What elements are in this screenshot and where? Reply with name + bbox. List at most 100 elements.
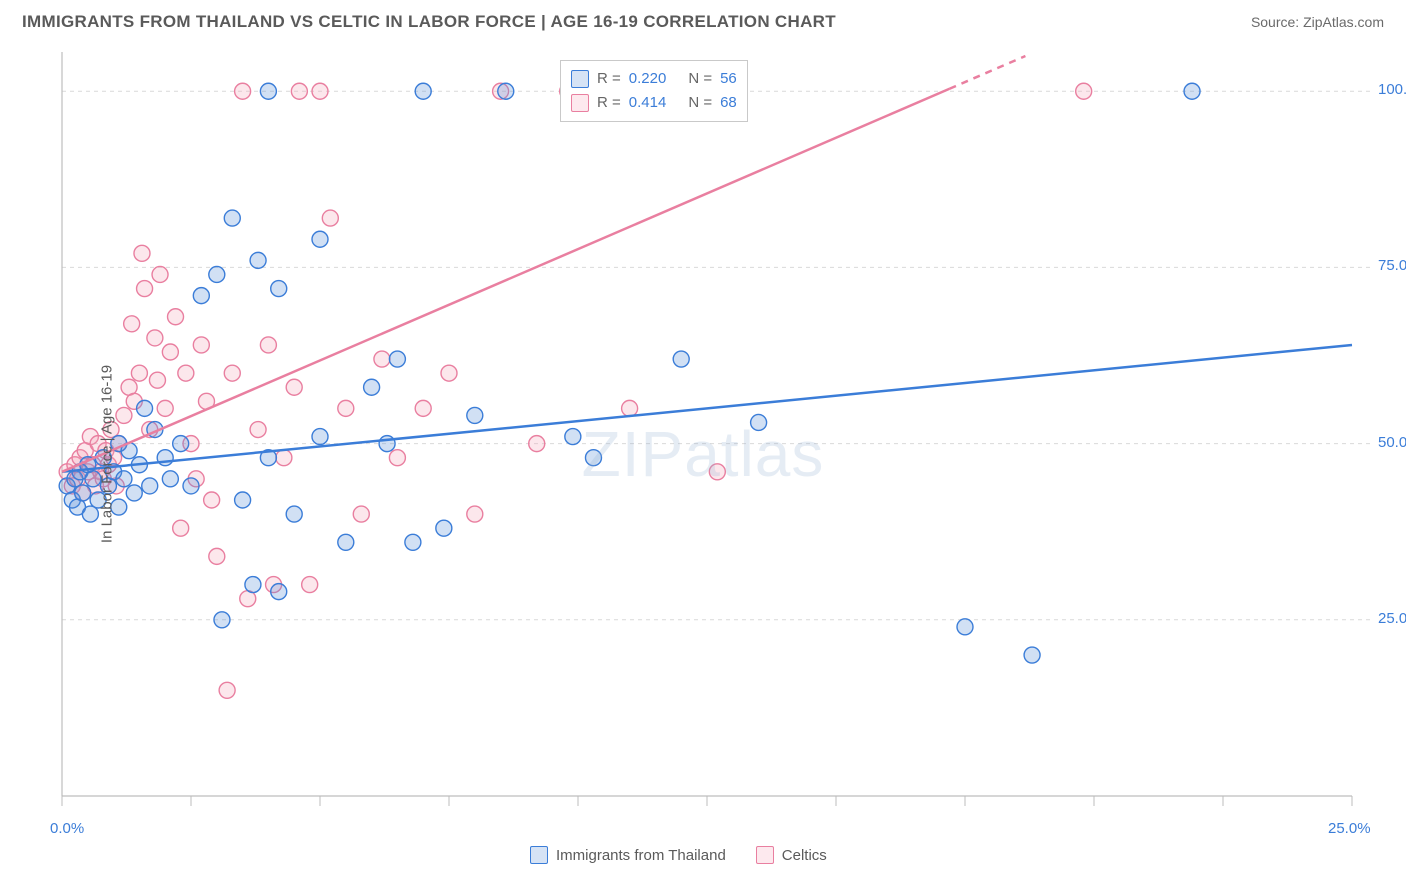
source-attribution: Source: ZipAtlas.com (1251, 14, 1384, 30)
y-axis-label: In Labor Force | Age 16-19 (99, 365, 116, 543)
data-point (82, 506, 98, 522)
data-point (1024, 647, 1040, 663)
data-point (209, 266, 225, 282)
data-point (1076, 83, 1092, 99)
series-legend: Immigrants from Thailand Celtics (530, 846, 827, 864)
data-point (291, 83, 307, 99)
y-tick-label: 25.0% (1378, 610, 1406, 627)
data-point (957, 619, 973, 635)
data-point (124, 316, 140, 332)
data-point (673, 351, 689, 367)
data-point (498, 83, 514, 99)
legend-item: Immigrants from Thailand (530, 846, 726, 864)
data-point (235, 492, 251, 508)
data-point (162, 344, 178, 360)
data-point (405, 534, 421, 550)
data-point (214, 612, 230, 628)
series-swatch (571, 94, 589, 112)
correlation-row: R = 0.414N = 68 (571, 91, 737, 115)
data-point (709, 464, 725, 480)
data-point (364, 379, 380, 395)
y-tick-label: 50.0% (1378, 434, 1406, 451)
data-point (312, 231, 328, 247)
data-point (134, 245, 150, 261)
data-point (224, 210, 240, 226)
data-point (751, 414, 767, 430)
data-point (193, 288, 209, 304)
x-tick-label: 25.0% (1328, 820, 1371, 837)
data-point (149, 372, 165, 388)
data-point (137, 400, 153, 416)
data-point (338, 400, 354, 416)
data-point (276, 450, 292, 466)
data-point (224, 365, 240, 381)
series-swatch (530, 846, 548, 864)
data-point (286, 379, 302, 395)
data-point (116, 407, 132, 423)
data-point (173, 520, 189, 536)
data-point (1184, 83, 1200, 99)
data-point (75, 485, 91, 501)
data-point (168, 309, 184, 325)
data-point (374, 351, 390, 367)
data-point (415, 83, 431, 99)
y-tick-label: 75.0% (1378, 257, 1406, 274)
source-link[interactable]: ZipAtlas.com (1303, 14, 1384, 30)
data-point (271, 584, 287, 600)
scatter-chart (20, 44, 1386, 864)
data-point (260, 337, 276, 353)
data-point (322, 210, 338, 226)
chart-title: IMMIGRANTS FROM THAILAND VS CELTIC IN LA… (22, 12, 836, 32)
data-point (622, 400, 638, 416)
data-point (585, 450, 601, 466)
data-point (353, 506, 369, 522)
correlation-legend: R = 0.220N = 56R = 0.414N = 68 (560, 60, 748, 122)
data-point (142, 478, 158, 494)
data-point (271, 281, 287, 297)
data-point (286, 506, 302, 522)
data-point (312, 429, 328, 445)
n-value: 68 (720, 91, 737, 115)
data-point (338, 534, 354, 550)
data-point (116, 471, 132, 487)
data-point (219, 682, 235, 698)
data-point (235, 83, 251, 99)
data-point (260, 83, 276, 99)
r-value: 0.414 (629, 91, 667, 115)
data-point (204, 492, 220, 508)
source-prefix: Source: (1251, 14, 1303, 30)
data-point (178, 365, 194, 381)
legend-label: Immigrants from Thailand (556, 847, 726, 864)
data-point (137, 281, 153, 297)
n-label: N = (688, 91, 712, 115)
data-point (250, 252, 266, 268)
data-point (312, 83, 328, 99)
series-swatch (571, 70, 589, 88)
data-point (436, 520, 452, 536)
data-point (467, 407, 483, 423)
data-point (173, 436, 189, 452)
chart-container: In Labor Force | Age 16-19 ZIPatlas R = … (20, 44, 1386, 864)
data-point (302, 577, 318, 593)
legend-item: Celtics (756, 846, 827, 864)
data-point (147, 330, 163, 346)
r-label: R = (597, 67, 621, 91)
data-point (162, 471, 178, 487)
data-point (415, 400, 431, 416)
series-swatch (756, 846, 774, 864)
data-point (250, 422, 266, 438)
data-point (379, 436, 395, 452)
data-point (183, 478, 199, 494)
correlation-row: R = 0.220N = 56 (571, 67, 737, 91)
data-point (529, 436, 545, 452)
data-point (209, 548, 225, 564)
data-point (152, 266, 168, 282)
data-point (126, 485, 142, 501)
data-point (389, 450, 405, 466)
data-point (565, 429, 581, 445)
data-point (157, 400, 173, 416)
n-label: N = (688, 67, 712, 91)
r-value: 0.220 (629, 67, 667, 91)
data-point (131, 365, 147, 381)
data-point (467, 506, 483, 522)
